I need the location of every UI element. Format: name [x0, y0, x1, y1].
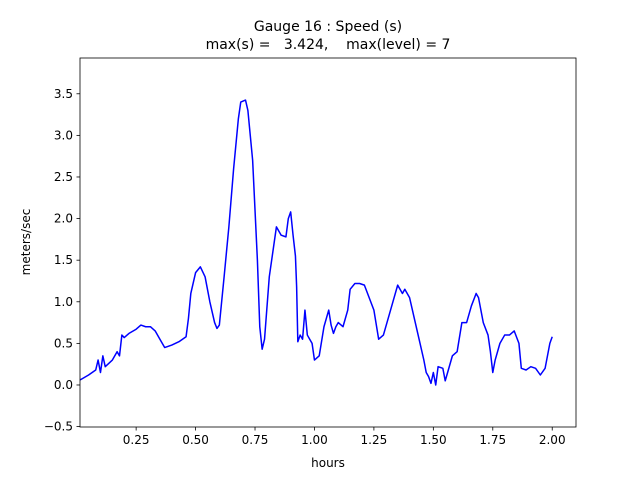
plot-frame: [79, 57, 577, 428]
x-tick-label: 0.50: [182, 433, 209, 447]
y-tick-label: 3.5: [54, 87, 73, 101]
y-tick-label: 1.5: [54, 253, 73, 267]
x-tick-label: 0.25: [123, 433, 150, 447]
y-tick-label: 2.0: [54, 212, 73, 226]
data-line: [79, 99, 553, 386]
x-tick-label: 0.75: [242, 433, 269, 447]
chart-subtitle: max(s) = 3.424, max(level) = 7: [206, 37, 451, 53]
y-tick-label: 1.0: [54, 295, 73, 309]
y-tick-label: 0.0: [54, 378, 73, 392]
y-tick-label: 3.0: [54, 128, 73, 142]
x-tick-label: 1.75: [479, 433, 506, 447]
x-tick-label: 1.00: [301, 433, 328, 447]
x-axis-label: hours: [311, 456, 345, 470]
x-tick-label: 2.00: [539, 433, 566, 447]
y-tick-label: 2.5: [54, 170, 73, 184]
y-tick-label: 0.5: [54, 336, 73, 350]
y-tick-label: −0.5: [44, 420, 73, 434]
x-tick-label: 1.50: [420, 433, 447, 447]
x-tick-label: 1.25: [361, 433, 388, 447]
chart-title: Gauge 16 : Speed (s): [254, 19, 402, 35]
y-axis-label: meters/sec: [19, 209, 33, 276]
